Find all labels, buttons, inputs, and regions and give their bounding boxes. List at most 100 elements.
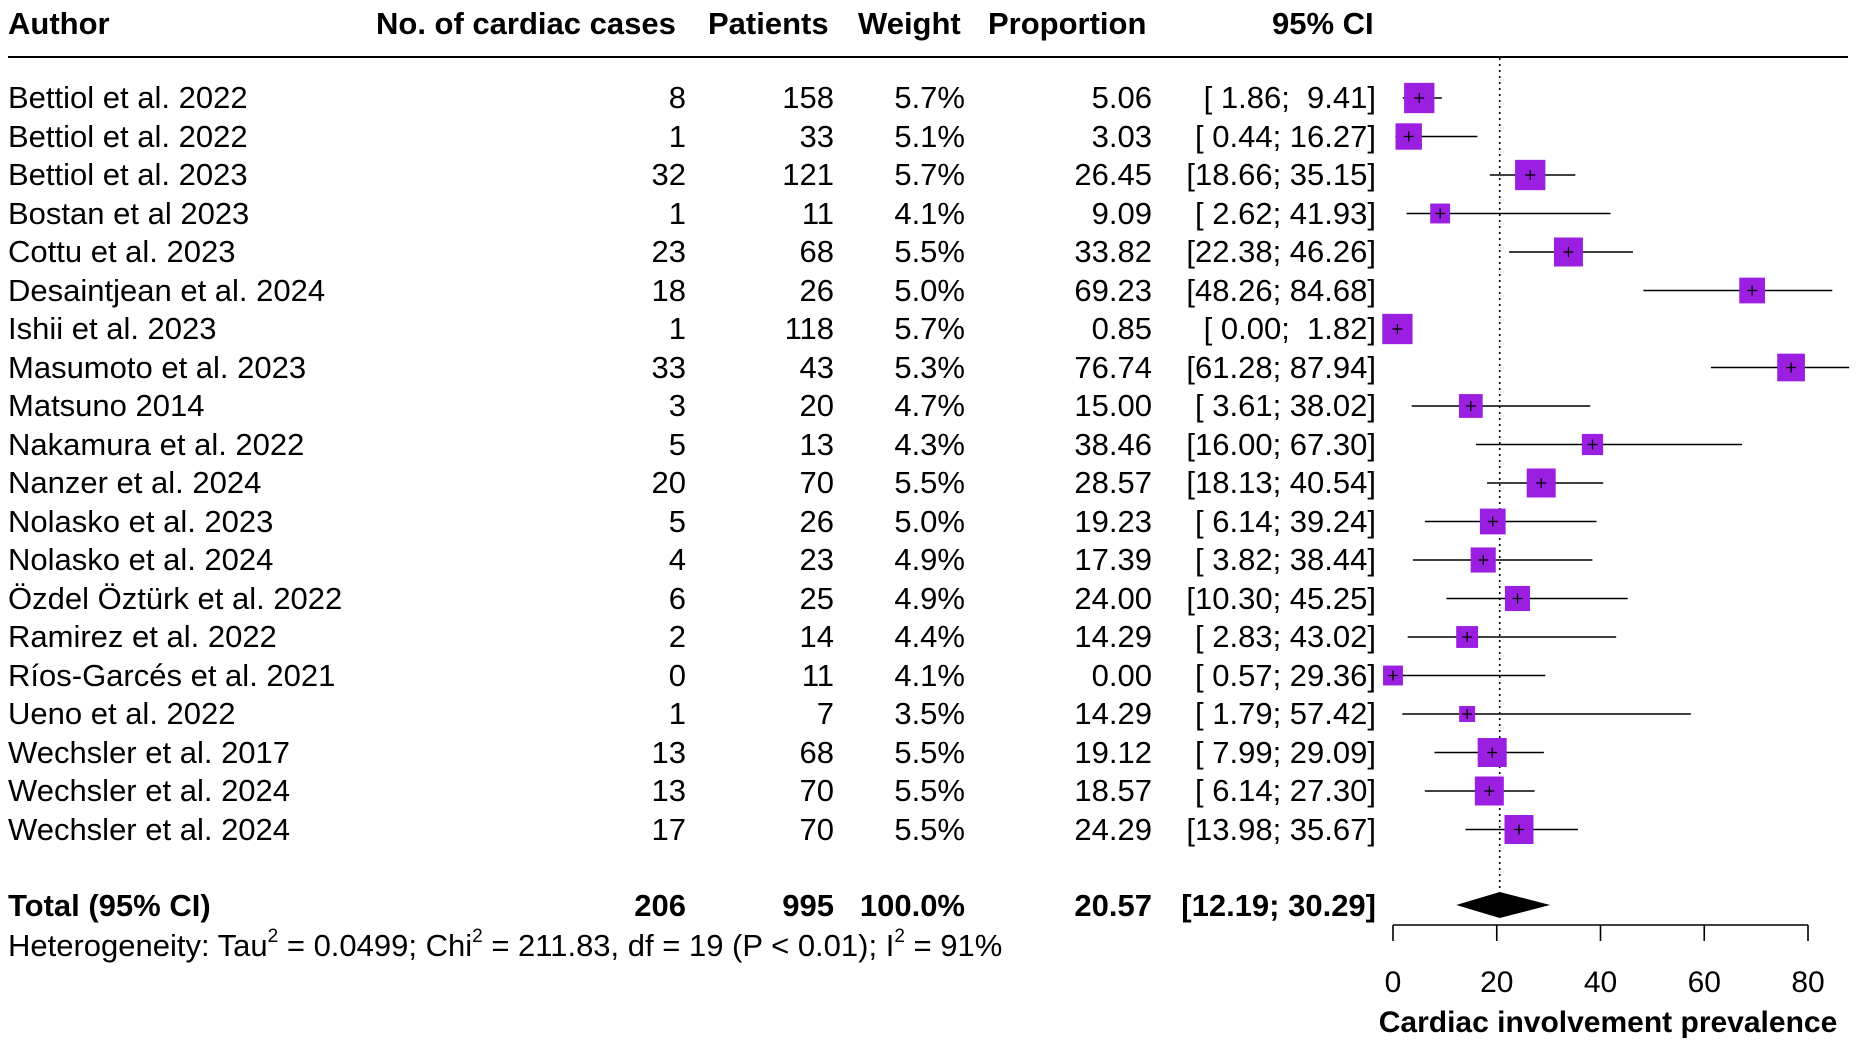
header-rule bbox=[8, 56, 1848, 58]
table-row-patients: 23 bbox=[799, 542, 834, 577]
table-row-author: Nakamura et al. 2022 bbox=[8, 426, 305, 462]
table-row-ci: [ 2.62; 41.93] bbox=[1195, 195, 1376, 231]
table-row-ci: [22.38; 46.26] bbox=[1186, 234, 1376, 269]
table-row-patients: 68 bbox=[799, 234, 834, 269]
table-row-patients: 33 bbox=[799, 118, 834, 154]
table-row-weight: 4.1% bbox=[894, 195, 965, 231]
table-row-proportion: 0.85 bbox=[1091, 311, 1152, 346]
table-row-author: Ishii et al. 2023 bbox=[8, 311, 217, 346]
table-row-patients: 70 bbox=[799, 465, 834, 500]
table-row-cases: 8 bbox=[668, 80, 686, 115]
table-row-proportion: 24.29 bbox=[1074, 811, 1152, 847]
x-tick-label: 80 bbox=[1791, 966, 1824, 999]
table-row-weight: 5.1% bbox=[894, 118, 965, 154]
table-row-cases: 2 bbox=[668, 619, 686, 654]
table-row-weight: 5.7% bbox=[894, 311, 965, 346]
table-row-patients: 25 bbox=[799, 580, 834, 616]
table-row-patients: 7 bbox=[816, 696, 834, 731]
table-row-author: Bettiol et al. 2022 bbox=[8, 80, 248, 115]
table-row-ci: [61.28; 87.94] bbox=[1186, 349, 1376, 385]
table-row-patients: 26 bbox=[799, 503, 834, 539]
table-row-weight: 5.5% bbox=[894, 465, 965, 500]
table-row-ci: [18.13; 40.54] bbox=[1186, 465, 1376, 500]
table-row-author: Ramirez et al. 2022 bbox=[8, 619, 277, 654]
table-row-weight: 5.5% bbox=[894, 234, 965, 269]
table-row-author: Cottu et al. 2023 bbox=[8, 234, 236, 269]
table-row-ci: [ 7.99; 29.09] bbox=[1195, 734, 1376, 770]
table-row-author: Desaintjean et al. 2024 bbox=[8, 272, 326, 308]
x-tick-label: 20 bbox=[1480, 966, 1513, 999]
table-row-author: Nolasko et al. 2024 bbox=[8, 542, 274, 577]
table-row-patients: 20 bbox=[799, 388, 834, 423]
table-row-patients: 68 bbox=[799, 734, 834, 770]
table-row-ci: [ 3.82; 38.44] bbox=[1195, 542, 1376, 577]
table-row-cases: 17 bbox=[651, 811, 686, 847]
total-row-cases: 206 bbox=[634, 888, 686, 923]
x-tick-label: 0 bbox=[1385, 966, 1402, 999]
table-row-ci: [ 6.14; 39.24] bbox=[1195, 503, 1376, 539]
table-row-author: Ríos-Garcés et al. 2021 bbox=[8, 657, 336, 693]
table-row-patients: 70 bbox=[799, 811, 834, 847]
table-row-author: Wechsler et al. 2024 bbox=[8, 811, 291, 847]
table-row-weight: 4.3% bbox=[894, 426, 965, 462]
table-row-weight: 5.5% bbox=[894, 734, 965, 770]
table-row-weight: 5.3% bbox=[894, 349, 965, 385]
header-author: Author bbox=[8, 6, 110, 41]
table-row-weight: 4.9% bbox=[894, 542, 965, 577]
table-row-author: Masumoto et al. 2023 bbox=[8, 349, 307, 385]
table-row-author: Bostan et al 2023 bbox=[8, 195, 250, 231]
table-row-proportion: 38.46 bbox=[1074, 426, 1152, 462]
total-row-proportion: 20.57 bbox=[1074, 888, 1152, 923]
total-row-ci: [12.19; 30.29] bbox=[1181, 888, 1376, 923]
table-row-author: Bettiol et al. 2023 bbox=[8, 157, 248, 192]
table-row-ci: [18.66; 35.15] bbox=[1186, 157, 1376, 192]
table-row-cases: 1 bbox=[668, 195, 686, 231]
table-row-patients: 118 bbox=[784, 311, 834, 346]
table-row-ci: [ 0.00; 1.82] bbox=[1203, 311, 1376, 346]
table-row-cases: 3 bbox=[668, 388, 686, 423]
table-row-author: Matsuno 2014 bbox=[8, 388, 205, 423]
table-row-author: Bettiol et al. 2022 bbox=[8, 118, 248, 154]
table-row-cases: 13 bbox=[651, 734, 686, 770]
table-row-weight: 5.0% bbox=[894, 503, 965, 539]
table-row-cases: 6 bbox=[668, 580, 686, 616]
table-row-author: Ueno et al. 2022 bbox=[8, 696, 236, 731]
table-row-ci: [ 0.44; 16.27] bbox=[1195, 118, 1376, 154]
table-row-cases: 5 bbox=[668, 503, 686, 539]
table-row-ci: [ 3.61; 38.02] bbox=[1195, 388, 1376, 423]
header-patients: Patients bbox=[708, 6, 829, 41]
table-row-patients: 13 bbox=[799, 426, 834, 462]
table-row-proportion: 19.23 bbox=[1074, 503, 1152, 539]
table-row-patients: 158 bbox=[782, 80, 834, 115]
table-row-proportion: 5.06 bbox=[1091, 80, 1152, 115]
table-row-weight: 4.7% bbox=[894, 388, 965, 423]
table-row-proportion: 14.29 bbox=[1074, 619, 1152, 654]
table-row-proportion: 17.39 bbox=[1074, 542, 1152, 577]
table-row-weight: 5.5% bbox=[894, 773, 965, 808]
header-weight: Weight bbox=[858, 6, 961, 41]
table-row-ci: [48.26; 84.68] bbox=[1186, 272, 1376, 308]
table-row-cases: 1 bbox=[668, 311, 686, 346]
table-row-proportion: 0.00 bbox=[1091, 657, 1152, 693]
table-row-proportion: 14.29 bbox=[1074, 696, 1152, 731]
table-row-cases: 23 bbox=[651, 234, 686, 269]
table-row-patients: 11 bbox=[801, 195, 834, 231]
table-row-proportion: 3.03 bbox=[1091, 118, 1152, 154]
table-row-proportion: 28.57 bbox=[1074, 465, 1152, 500]
heterogeneity-text: Heterogeneity: Tau2 = 0.0499; Chi2 = 211… bbox=[8, 925, 1003, 963]
table-row-proportion: 69.23 bbox=[1074, 272, 1152, 308]
table-row-patients: 121 bbox=[782, 157, 834, 192]
x-tick-label: 60 bbox=[1688, 966, 1721, 999]
table-row-patients: 14 bbox=[799, 619, 834, 654]
table-row-cases: 1 bbox=[668, 696, 686, 731]
table-row-proportion: 9.09 bbox=[1091, 195, 1152, 231]
table-row-cases: 1 bbox=[668, 118, 686, 154]
table-row-cases: 0 bbox=[668, 657, 686, 693]
table-row-weight: 4.4% bbox=[894, 619, 965, 654]
table-row-proportion: 19.12 bbox=[1074, 734, 1152, 770]
table-row-ci: [13.98; 35.67] bbox=[1186, 811, 1376, 847]
table-row-proportion: 24.00 bbox=[1074, 580, 1152, 616]
table-row-ci: [ 6.14; 27.30] bbox=[1195, 773, 1376, 808]
total-row-patients: 995 bbox=[782, 888, 834, 923]
